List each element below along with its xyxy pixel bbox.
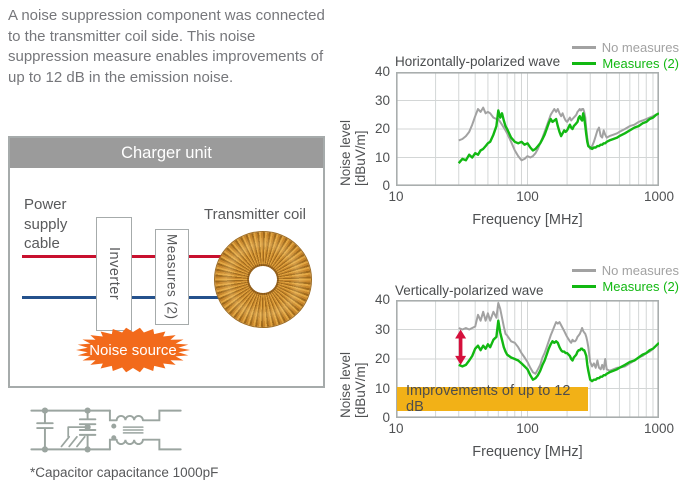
measures-swatch: [572, 61, 597, 65]
y-tick-label: 0: [382, 178, 390, 193]
x-tick-label: 10: [388, 421, 404, 436]
noise-source-burst: Noise source: [75, 327, 191, 373]
no-measures-swatch: [571, 268, 596, 272]
legend-row: No measures: [571, 39, 679, 55]
y-tick-label: 40: [374, 292, 390, 307]
schematic-choke-top: [108, 409, 182, 422]
plot-area: [396, 72, 659, 186]
measures-label: Measures (2): [602, 278, 679, 294]
schematic-caption: *Capacitor capacitance 1000pF: [30, 465, 219, 480]
transmitter-coil-label: Transmitter coil: [204, 206, 306, 223]
x-tick-label: 1000: [643, 421, 675, 436]
y-tick-label: 20: [374, 351, 390, 366]
chart-vertical-wave: No measures Measures (2) Vertically-pola…: [338, 258, 679, 478]
y-tick-label: 10: [374, 380, 390, 396]
legend-row: No measures: [571, 262, 679, 278]
legend-row: Measures (2): [572, 278, 679, 294]
measures-label: Measures (2): [602, 55, 679, 71]
y-tick-label: 10: [374, 149, 390, 165]
legend: No measures Measures (2): [571, 262, 679, 294]
no-measures-label: No measures: [601, 262, 679, 278]
x-tick-label: 1000: [643, 189, 675, 204]
legend: No measures Measures (2): [571, 39, 679, 71]
y-tick-label: 40: [374, 64, 390, 79]
schematic-core: [122, 426, 144, 434]
x-axis-label: Frequency [MHz]: [472, 212, 583, 228]
schematic-capacitor-left: [36, 409, 54, 451]
schematic-ground: [60, 426, 89, 448]
legend-row: Measures (2): [572, 55, 679, 71]
chart-title: Horizontally-polarized wave: [395, 54, 561, 69]
starburst-shape: [76, 327, 190, 373]
measures-label: Measures (2): [164, 234, 180, 320]
chart-horizontal-wave: No measures Measures (2) Horizontally-po…: [338, 35, 679, 247]
schematic: [30, 407, 182, 453]
measures-box: Measures (2): [155, 229, 189, 325]
y-tick-label: 30: [374, 92, 390, 108]
schematic-junction-dots: [41, 407, 117, 453]
no-measures-swatch: [571, 45, 596, 49]
y-tick-label: 0: [382, 410, 390, 425]
x-tick-label: 10: [388, 189, 404, 204]
schematic-choke-bottom: [108, 438, 182, 451]
x-tick-label: 100: [516, 421, 539, 436]
transmitter-coil-image: [215, 232, 311, 327]
chart-title: Vertically-polarized wave: [395, 283, 544, 298]
plot-area: [396, 300, 659, 418]
improvement-callout: Improvements of up to 12 dB: [397, 383, 588, 415]
y-tick-label: 20: [374, 121, 390, 136]
x-axis-label: Frequency [MHz]: [472, 444, 583, 460]
charger-unit-header: Charger unit: [10, 138, 323, 168]
noise-source-label: Noise source: [89, 341, 177, 359]
no-measures-label: No measures: [601, 39, 679, 55]
x-tick-label: 100: [516, 189, 539, 204]
inverter-label: Inverter: [106, 247, 122, 301]
power-supply-cable-label: Power supply cable: [24, 196, 68, 252]
intro-text: A noise suppression component was connec…: [8, 7, 325, 87]
inverter-box: Inverter: [96, 217, 132, 331]
measures-swatch: [572, 284, 597, 288]
y-tick-label: 30: [374, 321, 390, 337]
